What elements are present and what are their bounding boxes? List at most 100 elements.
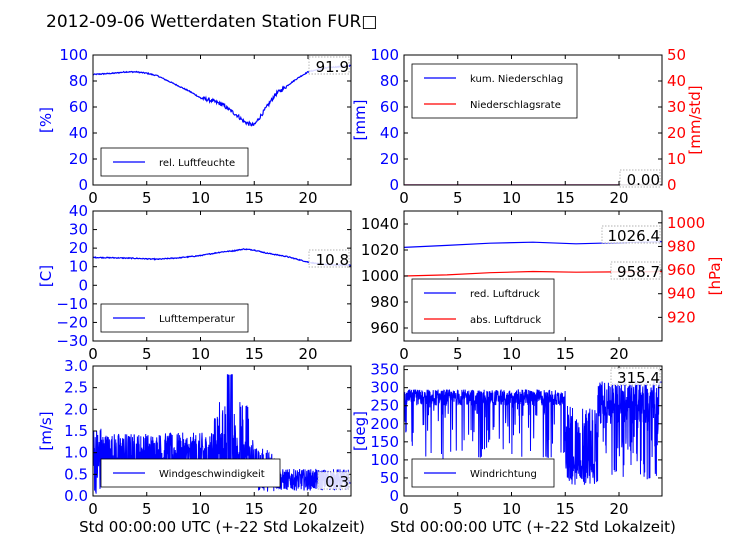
series-group xyxy=(404,379,662,485)
x-tick-label: 0 xyxy=(399,500,409,518)
value-annotation-box xyxy=(308,56,350,75)
series-line-0 xyxy=(404,379,662,485)
chart-precipitation: 0 5 10 15 20 0 20 40 60 80 100 0 10 20 30 40 50 [mm] [mm/s… xyxy=(351,46,704,207)
legend-box xyxy=(411,63,578,119)
x-tick-label: 20 xyxy=(609,189,628,207)
legend-box xyxy=(100,147,249,177)
axes-frame xyxy=(92,54,352,186)
y-tick-label: 40 xyxy=(69,202,88,220)
y-tick-label: 30 xyxy=(69,221,88,239)
y-tick-label: 150 xyxy=(370,433,399,451)
y-tick-label: 350 xyxy=(370,361,399,379)
y-axis-label: [%] xyxy=(37,107,55,133)
legend-label: Windrichtung xyxy=(470,469,537,480)
value-annotation-box xyxy=(610,261,661,280)
x-tick-label: 15 xyxy=(245,500,264,518)
x-tick-label: 15 xyxy=(245,345,264,363)
y-axis-label: [mm] xyxy=(351,100,369,141)
y-axis-label: [deg] xyxy=(351,411,369,451)
x-tick-label: 5 xyxy=(453,345,463,363)
y-tick-label: 80 xyxy=(69,72,88,90)
x-tick-label: 20 xyxy=(298,189,317,207)
y-tick-label: 80 xyxy=(380,72,399,90)
y-tick-label: −20 xyxy=(56,313,88,331)
y-tick-label: 40 xyxy=(380,124,399,142)
y-tick-label: 100 xyxy=(59,46,88,64)
y-right-tick-label: 920 xyxy=(667,308,696,326)
y-tick-label: 20 xyxy=(380,150,399,168)
x-tick-label: 20 xyxy=(298,500,317,518)
value-annotation: 1026.4 xyxy=(608,227,661,245)
legend-box xyxy=(411,278,555,334)
x-tick-label: 5 xyxy=(142,189,152,207)
y-tick-label: −30 xyxy=(56,332,88,350)
y-right-tick-label: 960 xyxy=(667,261,696,279)
y-axis-label-right: [hPa] xyxy=(706,257,724,296)
value-annotation-box xyxy=(619,169,661,188)
y-tick-label: 250 xyxy=(370,397,399,415)
legend-label: red. Luftdruck xyxy=(470,289,540,300)
x-tick-label: 20 xyxy=(609,500,628,518)
y-tick-label: 1040 xyxy=(361,215,399,233)
series-group xyxy=(93,64,351,127)
legend-label: rel. Luftfeuchte xyxy=(159,158,235,169)
x-tick-label: 10 xyxy=(502,189,521,207)
y-axis-label-right: [mm/std] xyxy=(686,85,704,154)
y-right-tick-label: 50 xyxy=(667,46,686,64)
y-tick-label: 0.0 xyxy=(64,487,88,505)
y-tick-label: 60 xyxy=(69,98,88,116)
figure-title: 2012-09-06 Wetterdaten Station FUR□ xyxy=(46,12,377,32)
legend: kum. Niederschlag Niederschlagsrate xyxy=(411,63,578,119)
legend-label: Niederschlagsrate xyxy=(470,100,561,111)
x-tick-label: 15 xyxy=(556,345,575,363)
axes-frame xyxy=(403,54,663,186)
axes-frame xyxy=(403,365,663,497)
legend: Windgeschwindigkeit xyxy=(100,458,281,488)
value-annotation: 958.7 xyxy=(617,263,660,281)
y-tick-label: 2.0 xyxy=(64,400,88,418)
x-tick-label: 5 xyxy=(453,500,463,518)
legend: Lufttemperatur xyxy=(100,303,249,333)
y-axis-label: [m/s] xyxy=(37,411,55,450)
series-line-0 xyxy=(93,248,351,267)
y-right-tick-label: 40 xyxy=(667,72,686,90)
y-tick-label: 40 xyxy=(69,124,88,142)
x-tick-label: 0 xyxy=(88,500,98,518)
legend-box xyxy=(100,303,249,333)
y-right-tick-label: 980 xyxy=(667,237,696,255)
y-tick-label: 0 xyxy=(78,176,88,194)
y-tick-label: 60 xyxy=(380,98,399,116)
series-group xyxy=(93,248,351,267)
y-tick-label: 980 xyxy=(370,293,399,311)
y-tick-label: 20 xyxy=(69,150,88,168)
y-right-tick-label: 20 xyxy=(667,124,686,142)
chart-humidity: 0 5 10 15 20 0 20 40 60 80 100 [%] rel. Luftfeuchte 9… xyxy=(37,46,352,207)
chart-temperature: 0 5 10 15 20−30−20−10010203040[C]Lufttempera… xyxy=(37,202,352,363)
value-annotation: 0.00 xyxy=(627,171,660,189)
legend-label: Windgeschwindigkeit xyxy=(159,469,265,480)
x-tick-label: 0 xyxy=(88,189,98,207)
x-tick-label: 15 xyxy=(245,189,264,207)
y-tick-label: 300 xyxy=(370,379,399,397)
y-tick-label: 50 xyxy=(380,469,399,487)
x-tick-label: 5 xyxy=(453,189,463,207)
y-tick-label: 100 xyxy=(370,46,399,64)
y-tick-label: 200 xyxy=(370,415,399,433)
y-tick-label: −10 xyxy=(56,295,88,313)
y-tick-label: 3.0 xyxy=(64,357,88,375)
value-annotation: 315.4 xyxy=(617,369,660,387)
legend-label: abs. Luftdruck xyxy=(470,315,541,326)
value-annotation: 10.8 xyxy=(316,251,349,269)
x-tick-label: 10 xyxy=(191,500,210,518)
value-annotation: 0.3 xyxy=(325,473,349,491)
y-right-tick-label: 940 xyxy=(667,285,696,303)
value-annotation-box xyxy=(308,249,350,268)
x-tick-label: 0 xyxy=(88,345,98,363)
x-tick-label: 0 xyxy=(399,345,409,363)
y-tick-label: 960 xyxy=(370,319,399,337)
y-right-tick-label: 10 xyxy=(667,150,686,168)
y-tick-label: 0 xyxy=(389,176,399,194)
x-axis-label: Std 00:00:00 UTC (+-22 Std Lokalzeit) xyxy=(79,518,365,536)
y-right-tick-label: 30 xyxy=(667,98,686,116)
y-tick-label: 1000 xyxy=(361,267,399,285)
